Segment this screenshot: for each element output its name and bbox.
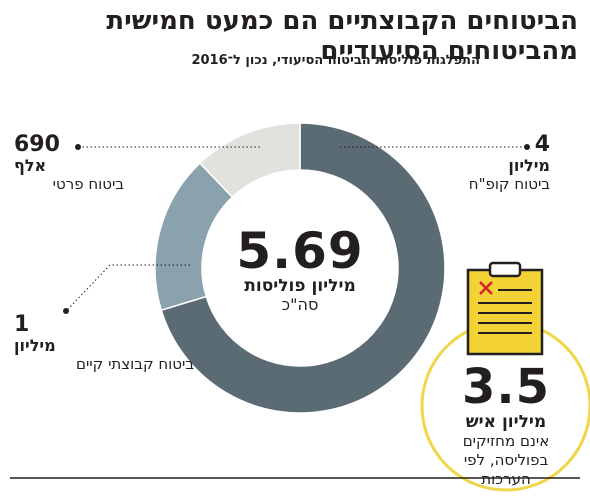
label-private-desc: ביטוח פרטי — [52, 175, 124, 193]
center-total-desc: סה"כ — [281, 295, 319, 314]
donut-slices — [154, 122, 446, 414]
callout-desc-2: בפוליסה, לפי — [463, 451, 549, 469]
chart-title: הביטוחים הקבוצתיים הם כמעט חמישית מהביטו… — [106, 6, 578, 66]
chart-subtitle: התפלגות פוליסות הביטוח הסיעודי, נכון ל־2… — [191, 53, 480, 68]
donut-slice-kupah — [160, 122, 446, 414]
label-kupah-value: 4 — [534, 132, 550, 157]
callout-desc-1: אינם מחזיקים — [462, 432, 550, 450]
callout: 3.5 מיליון איש אינם מחזיקים בפוליסה, לפי… — [438, 362, 574, 489]
label-kupah-unit: מיליון — [508, 156, 550, 175]
callout-value: 3.5 — [461, 359, 551, 415]
donut-slice-private — [198, 122, 301, 199]
clipboard-icon — [466, 261, 544, 356]
label-kupah: 4 מיליון ביטוח קופ"ח — [410, 132, 550, 194]
leader-line-group — [67, 264, 190, 310]
center-total: 5.69 מיליון פוליסות סה"כ — [230, 226, 370, 314]
label-group: 1 מיליון ביטוח קבוצתי קיים — [14, 312, 194, 374]
leader-dot-group — [63, 308, 69, 314]
label-kupah-desc: ביטוח קופ"ח — [468, 175, 550, 193]
label-group-value: 1 — [14, 312, 30, 337]
label-private: 690 אלף ביטוח פרטי — [14, 132, 124, 194]
center-total-value: 5.69 — [236, 222, 364, 280]
label-private-unit: אלף — [14, 156, 47, 175]
label-private-value: 690 — [14, 132, 60, 157]
label-group-unit: מיליון — [14, 336, 56, 355]
label-group-desc: ביטוח קבוצתי קיים — [76, 355, 194, 373]
leader-lines — [67, 146, 523, 310]
center-total-unit: מיליון פוליסות — [244, 276, 356, 296]
callout-desc-3: הערכות — [481, 470, 531, 488]
leader-dot-private — [75, 144, 81, 150]
callout-unit: מיליון איש — [465, 412, 547, 432]
leader-dot-kupah — [524, 144, 530, 150]
